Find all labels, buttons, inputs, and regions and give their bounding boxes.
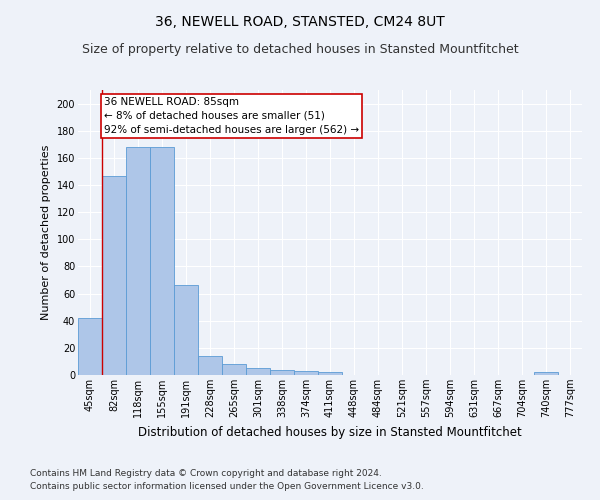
- Bar: [222, 364, 246, 375]
- Text: Contains public sector information licensed under the Open Government Licence v3: Contains public sector information licen…: [30, 482, 424, 491]
- Text: Contains HM Land Registry data © Crown copyright and database right 2024.: Contains HM Land Registry data © Crown c…: [30, 468, 382, 477]
- Bar: [78, 318, 102, 375]
- Text: 36, NEWELL ROAD, STANSTED, CM24 8UT: 36, NEWELL ROAD, STANSTED, CM24 8UT: [155, 15, 445, 29]
- Bar: [318, 372, 342, 375]
- Bar: [270, 370, 294, 375]
- X-axis label: Distribution of detached houses by size in Stansted Mountfitchet: Distribution of detached houses by size …: [138, 426, 522, 438]
- Y-axis label: Number of detached properties: Number of detached properties: [41, 145, 51, 320]
- Bar: [294, 371, 318, 375]
- Bar: [102, 176, 126, 375]
- Bar: [534, 372, 558, 375]
- Bar: [174, 286, 198, 375]
- Bar: [150, 147, 174, 375]
- Bar: [198, 356, 222, 375]
- Bar: [126, 147, 150, 375]
- Bar: [246, 368, 270, 375]
- Text: 36 NEWELL ROAD: 85sqm
← 8% of detached houses are smaller (51)
92% of semi-detac: 36 NEWELL ROAD: 85sqm ← 8% of detached h…: [104, 97, 359, 135]
- Text: Size of property relative to detached houses in Stansted Mountfitchet: Size of property relative to detached ho…: [82, 42, 518, 56]
